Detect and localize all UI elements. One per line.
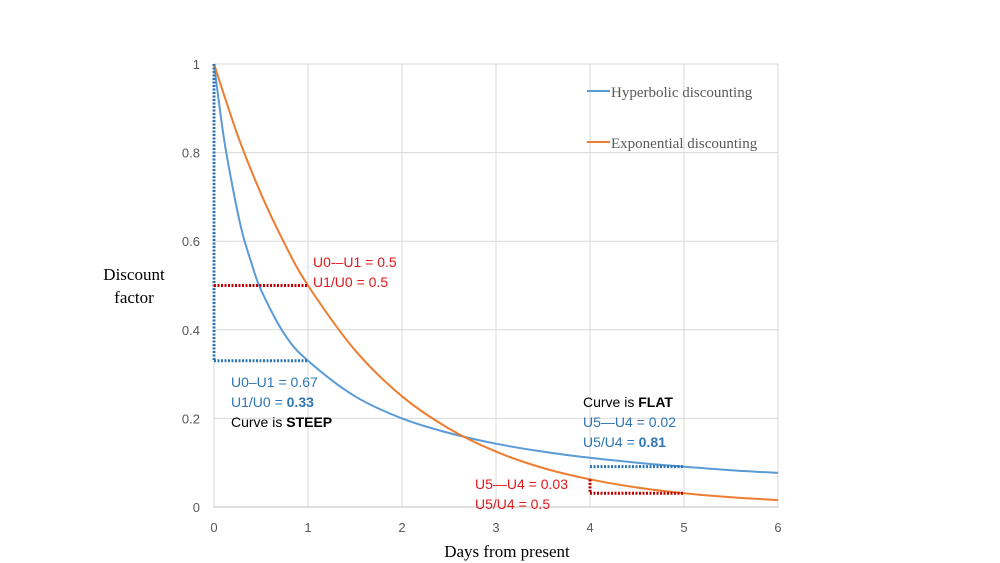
- series-line-hyperbolic: [213, 63, 779, 474]
- y-tick-label-1: 0.2: [182, 411, 200, 426]
- annotation-curve-flat-word: FLAT: [638, 394, 673, 410]
- y-tick-label-4: 0.8: [182, 146, 200, 161]
- legend-label-exponential: Exponential discounting: [611, 136, 758, 152]
- series-line-exponential: [213, 63, 779, 502]
- annotation-curve-flat: Curve is FLAT: [583, 394, 673, 410]
- y-axis-title-line-1: Discount: [103, 265, 165, 284]
- annotation-hyp-near-ratio-value: 0.33: [287, 394, 314, 410]
- y-tick-label-3: 0.6: [182, 234, 200, 249]
- annotation-exp-far-ratio: U5/U4 = 0.5: [475, 496, 550, 512]
- annotation-hyp-far-ratio-value: 0.81: [639, 434, 666, 450]
- annotation-curve-steep: Curve is STEEP: [231, 414, 332, 430]
- marker-lines: [212, 64, 684, 495]
- y-tick-label-2: 0.4: [182, 323, 200, 338]
- x-tick-label-6: 6: [774, 520, 781, 535]
- annotation-hyp-near-diff: U0–U1 = 0.67: [231, 374, 318, 390]
- annotation-exp-near-ratio: U1/U0 = 0.5: [313, 274, 388, 290]
- annotation-hyp-far-ratio-prefix: U5/U4 =: [583, 434, 639, 450]
- annotation-hyp-far-ratio: U5/U4 = 0.81: [583, 434, 666, 450]
- annotation-curve-steep-prefix: Curve is: [231, 414, 286, 430]
- annotation-hyp-near-ratio: U1/U0 = 0.33: [231, 394, 314, 410]
- legend-label-hyperbolic: Hyperbolic discounting: [611, 85, 753, 101]
- series-lines: [213, 63, 779, 502]
- y-tick-label-0: 0: [193, 500, 200, 515]
- annotation-exp-near-diff: U0-–U1 = 0.5: [313, 254, 397, 270]
- annotation-hyp-far-diff: U5—U4 = 0.02: [583, 414, 676, 430]
- legend: Hyperbolic discounting Exponential disco…: [587, 85, 758, 152]
- annotation-hyp-near-ratio-prefix: U1/U0 =: [231, 394, 287, 410]
- x-tick-labels: 0 1 2 3 4 5 6: [210, 520, 781, 535]
- grid-lines: [213, 63, 779, 508]
- x-axis-title: Days from present: [444, 542, 570, 561]
- annotation-exp-far: U5—U4 = 0.03 U5/U4 = 0.5: [475, 476, 568, 512]
- x-tick-label-1: 1: [304, 520, 311, 535]
- y-tick-label-5: 1: [193, 57, 200, 72]
- x-tick-label-3: 3: [492, 520, 499, 535]
- annotation-curve-steep-word: STEEP: [286, 414, 332, 430]
- x-tick-label-4: 4: [586, 520, 593, 535]
- y-axis-title-line-2: factor: [114, 288, 154, 307]
- x-tick-label-0: 0: [210, 520, 217, 535]
- annotation-curve-flat-prefix: Curve is: [583, 394, 638, 410]
- annotation-hyp-far: Curve is FLAT U5—U4 = 0.02 U5/U4 = 0.81: [583, 394, 676, 450]
- annotation-exp-near: U0-–U1 = 0.5 U1/U0 = 0.5: [313, 254, 397, 290]
- annotation-exp-far-diff: U5—U4 = 0.03: [475, 476, 568, 492]
- annotation-hyp-near: U0–U1 = 0.67 U1/U0 = 0.33 Curve is STEEP: [231, 374, 332, 430]
- x-tick-label-2: 2: [398, 520, 405, 535]
- x-tick-label-5: 5: [680, 520, 687, 535]
- y-tick-labels: 0 0.2 0.4 0.6 0.8 1: [182, 57, 200, 515]
